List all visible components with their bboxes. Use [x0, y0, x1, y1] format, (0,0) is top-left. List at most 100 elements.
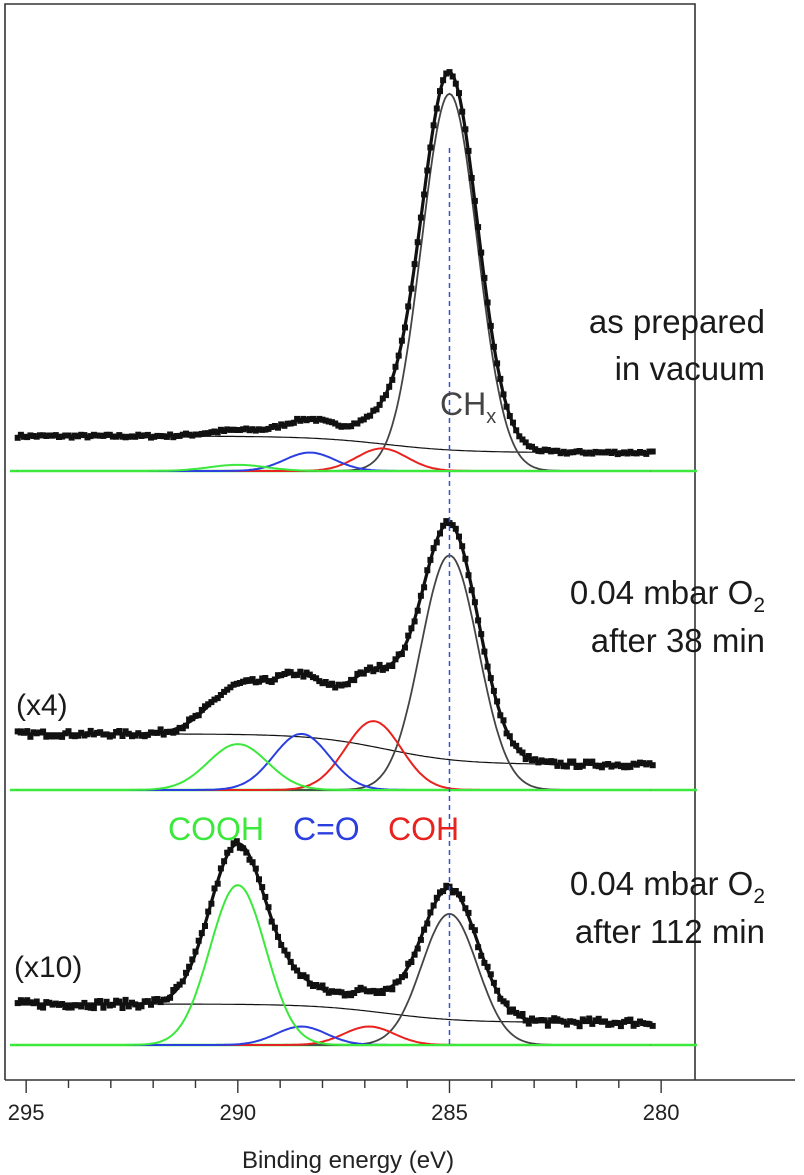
- data-point: [208, 900, 215, 907]
- data-point: [297, 417, 304, 424]
- data-point: [363, 666, 370, 673]
- panel-112min: [10, 838, 697, 1047]
- data-point: [325, 418, 332, 425]
- data-point: [221, 428, 228, 434]
- data-point: [322, 417, 329, 424]
- data-point: [522, 439, 529, 446]
- data-point: [433, 539, 440, 546]
- data-point: [106, 1002, 113, 1009]
- panel-1-condition-line2: in vacuum: [615, 350, 765, 387]
- data-point: [265, 678, 272, 685]
- data-point: [443, 882, 450, 889]
- data-point: [211, 428, 218, 435]
- data-point: [303, 669, 310, 676]
- data-point: [62, 1004, 69, 1011]
- data-point: [475, 944, 482, 951]
- data-point: [376, 401, 383, 408]
- data-point: [43, 733, 50, 740]
- data-point: [351, 677, 358, 684]
- data-point: [462, 126, 469, 133]
- data-point: [268, 918, 275, 925]
- data-point: [437, 889, 443, 896]
- data-point: [87, 433, 94, 440]
- data-point: [538, 1017, 545, 1023]
- data-point: [465, 147, 472, 154]
- data-point: [338, 423, 345, 430]
- data-point: [303, 974, 310, 981]
- data-point: [414, 239, 421, 246]
- data-point: [386, 383, 393, 390]
- data-point: [560, 448, 567, 455]
- data-point: [459, 108, 466, 115]
- data-point: [278, 421, 285, 428]
- data-point: [471, 599, 478, 606]
- panel-vacuum-envelope: [17, 70, 651, 455]
- data-point: [551, 758, 558, 765]
- data-point: [579, 762, 586, 769]
- data-point: [513, 742, 520, 749]
- data-point: [627, 1016, 634, 1023]
- data-point: [68, 1004, 75, 1011]
- data-point: [68, 732, 75, 739]
- data-point: [243, 849, 250, 856]
- data-point: [338, 682, 345, 689]
- data-point: [65, 1004, 72, 1011]
- data-point: [262, 893, 269, 900]
- data-point: [297, 973, 304, 979]
- data-point: [433, 894, 440, 901]
- data-point: [548, 1017, 555, 1024]
- x-axis-title: Binding energy (eV): [242, 1147, 454, 1174]
- data-point: [640, 449, 647, 456]
- data-point: [408, 285, 415, 292]
- data-point: [116, 432, 123, 439]
- data-point: [449, 889, 456, 896]
- data-point: [440, 77, 447, 84]
- data-point: [259, 426, 266, 433]
- data-point: [94, 432, 101, 439]
- data-point: [240, 845, 247, 852]
- data-point: [129, 733, 135, 740]
- data-point: [236, 680, 243, 686]
- data-point: [510, 419, 516, 426]
- data-point: [132, 433, 139, 440]
- data-point: [551, 447, 558, 454]
- data-point: [602, 1018, 608, 1025]
- data-point: [138, 732, 145, 739]
- data-point: [500, 998, 507, 1005]
- data-point: [624, 764, 631, 771]
- data-point: [522, 756, 529, 763]
- data-point: [275, 933, 281, 940]
- data-point: [329, 419, 335, 426]
- data-point: [481, 648, 488, 655]
- data-point: [278, 672, 285, 679]
- data-point: [233, 427, 240, 433]
- panel-112min-envelope: [17, 842, 651, 1024]
- data-point: [106, 733, 113, 740]
- data-point: [84, 1004, 91, 1011]
- data-point: [462, 555, 469, 562]
- data-point: [379, 666, 386, 673]
- data-point: [97, 998, 104, 1004]
- data-point: [141, 432, 148, 439]
- data-point: [154, 729, 161, 736]
- data-point: [395, 352, 402, 359]
- data-point: [608, 763, 615, 770]
- data-point: [389, 663, 396, 669]
- data-point: [281, 947, 288, 954]
- data-point: [192, 948, 199, 955]
- data-point: [370, 407, 377, 414]
- data-point: [71, 733, 78, 740]
- data-point: [14, 434, 21, 441]
- data-point: [233, 680, 240, 687]
- panel-vacuum: [10, 69, 697, 473]
- data-point: [205, 430, 212, 437]
- data-point: [427, 909, 434, 916]
- data-point: [398, 651, 405, 657]
- panel-vacuum-cooh-component: [17, 463, 651, 472]
- data-point: [186, 716, 193, 723]
- data-point: [262, 675, 269, 681]
- data-point: [24, 728, 31, 735]
- data-point: [24, 434, 31, 441]
- data-point: [560, 763, 567, 770]
- data-point: [649, 1022, 656, 1029]
